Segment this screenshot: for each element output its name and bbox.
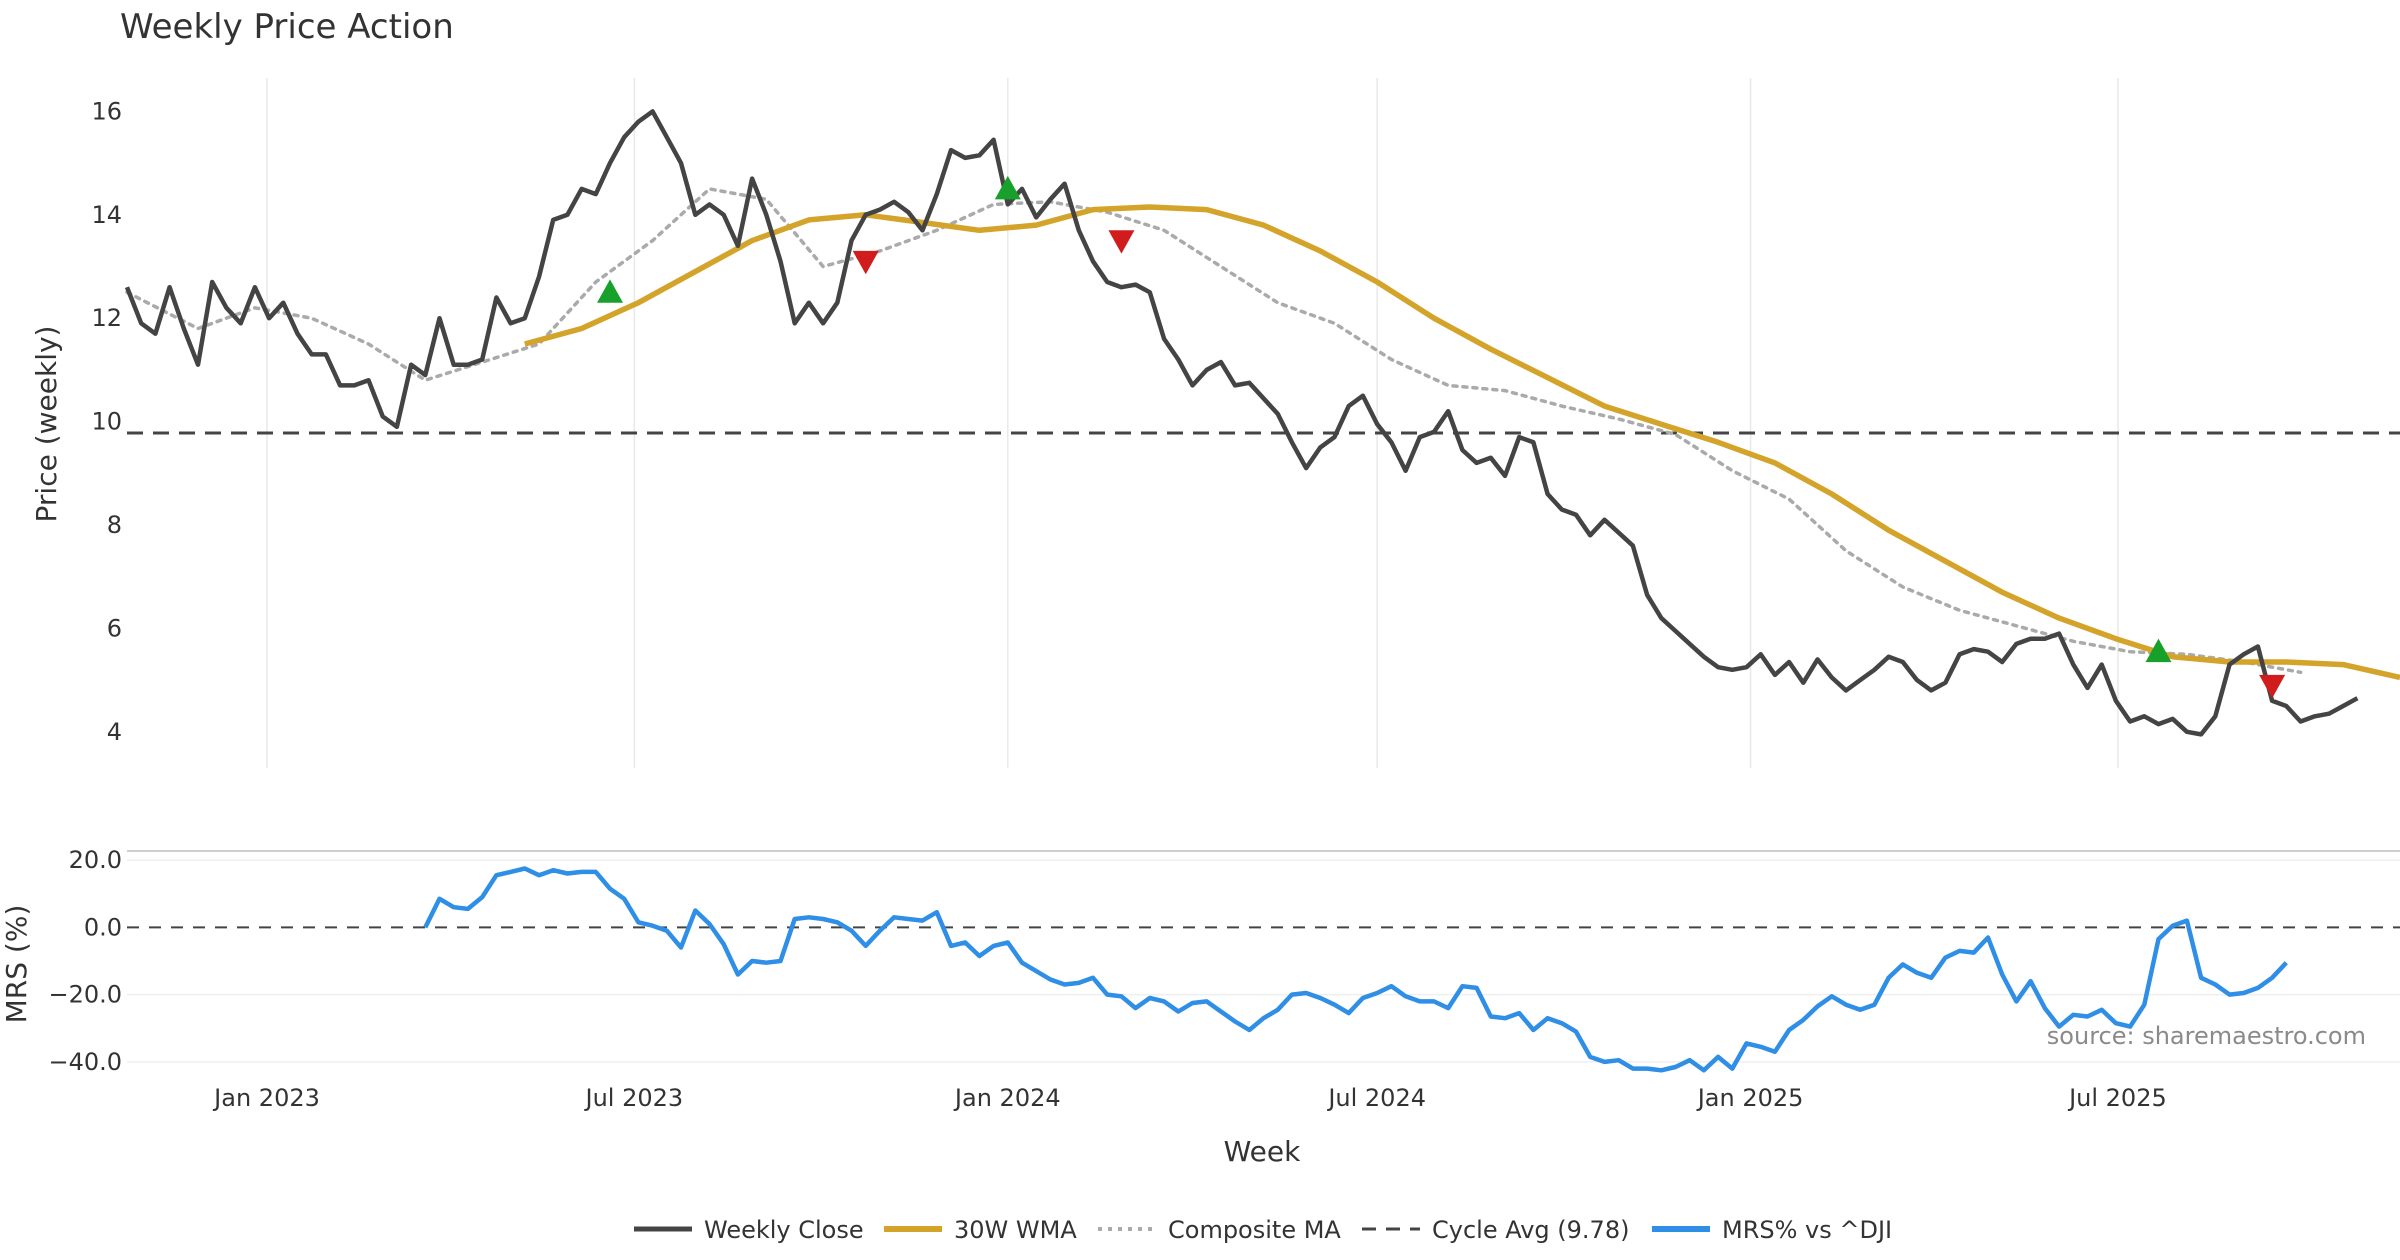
legend-label: Composite MA bbox=[1168, 1216, 1341, 1244]
price-grid bbox=[266, 78, 2119, 768]
sell-signal-marker bbox=[2259, 674, 2286, 699]
mrs-grid bbox=[127, 850, 2400, 1063]
buy-signal-marker bbox=[994, 175, 1021, 200]
sell-signal-marker bbox=[1108, 230, 1135, 254]
price-y-tick-label: 16 bbox=[91, 97, 122, 125]
source-annotation: source: sharemaestro.com bbox=[2047, 1022, 2366, 1050]
signal-markers bbox=[597, 175, 2286, 699]
sell-signal-marker bbox=[852, 250, 879, 275]
legend-label: Weekly Close bbox=[704, 1216, 864, 1244]
buy-signal-marker bbox=[597, 279, 624, 303]
mrs-y-axis-label: MRS (%) bbox=[0, 905, 33, 1024]
wma-line bbox=[524, 204, 2400, 681]
price-y-ticks: 4 6 8 10 12 14 16 bbox=[91, 97, 122, 745]
mrs-y-tick-label: 0.0 bbox=[84, 913, 122, 941]
price-y-tick-label: 14 bbox=[91, 201, 122, 229]
price-y-tick-label: 12 bbox=[91, 304, 122, 332]
mrs-y-tick-label: 20.0 bbox=[69, 846, 122, 874]
x-tick-label: Jul 2024 bbox=[1326, 1084, 1426, 1112]
x-tick-label: Jan 2025 bbox=[1696, 1084, 1804, 1112]
price-y-axis-label: Price (weekly) bbox=[30, 326, 63, 523]
legend-label: Cycle Avg (9.78) bbox=[1432, 1216, 1629, 1244]
price-y-tick-label: 6 bbox=[107, 614, 122, 642]
mrs-y-tick-label: −20.0 bbox=[48, 981, 122, 1009]
legend: Weekly Close 30W WMA Composite MA Cycle Avg… bbox=[634, 1216, 1892, 1244]
x-tick-label: Jan 2023 bbox=[212, 1084, 320, 1112]
chart-title: Weekly Price Action bbox=[120, 7, 454, 47]
x-tick-label: Jul 2023 bbox=[584, 1084, 684, 1112]
x-tick-label: Jul 2025 bbox=[2067, 1084, 2167, 1112]
legend-label: 30W WMA bbox=[954, 1216, 1077, 1244]
mrs-line bbox=[423, 866, 2288, 1073]
legend-label: MRS% vs ^DJI bbox=[1722, 1216, 1892, 1244]
price-panel: Price (weekly) 4 6 8 10 12 14 16 bbox=[30, 78, 2400, 768]
weekly-close-line bbox=[124, 109, 2359, 737]
x-axis-label: Week bbox=[1224, 1135, 1301, 1168]
price-y-tick-label: 4 bbox=[107, 718, 122, 746]
mrs-panel: MRS (%) 20.0 0.0 −20.0 −40.0 source: sharem… bbox=[0, 846, 2400, 1076]
x-tick-label: Jan 2024 bbox=[953, 1084, 1061, 1112]
composite-ma-line bbox=[125, 187, 2303, 675]
mrs-y-tick-label: −40.0 bbox=[48, 1048, 122, 1076]
price-y-tick-label: 8 bbox=[107, 511, 122, 539]
x-axis-ticks: Jan 2023 Jul 2023 Jan 2024 Jul 2024 Jan 2025… bbox=[212, 1084, 2167, 1112]
buy-signal-marker bbox=[2145, 638, 2172, 663]
mrs-y-ticks: 20.0 0.0 −20.0 −40.0 bbox=[48, 846, 122, 1076]
price-y-tick-label: 10 bbox=[91, 408, 122, 436]
